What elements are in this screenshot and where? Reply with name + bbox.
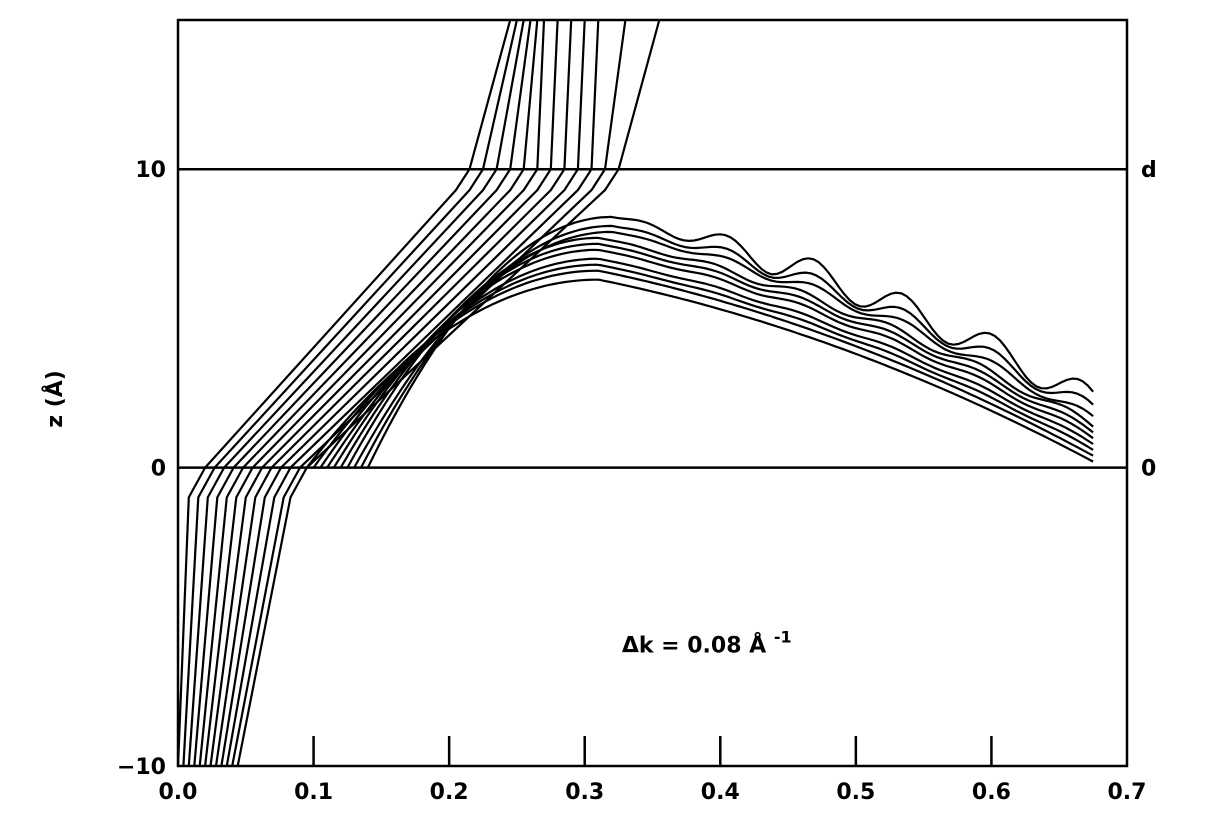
- delta-k-annotation: Δk = 0.08 Å -1: [622, 628, 792, 659]
- transmitted-curve-6: [204, 19, 546, 767]
- x-axis: 0.0 0.1 0.2 0.3 0.4 0.5 0.6 0.7: [159, 736, 1147, 805]
- plot-frame: [176, 18, 1129, 768]
- reflected-curve-3: [319, 263, 1094, 469]
- transmitted-curve-8: [214, 19, 573, 767]
- transmitted-curve-7: [209, 19, 559, 767]
- reflected-curve-1: [305, 278, 1094, 469]
- y-tick-label-0: −10: [117, 755, 166, 780]
- reference-label-d: d: [1141, 158, 1157, 183]
- transmitted-curve-9: [220, 19, 586, 767]
- x-tick-label-2: 0.2: [430, 780, 469, 805]
- x-tick-label-4: 0.4: [701, 780, 740, 805]
- reflected-curve-9: [360, 224, 1094, 469]
- reflected-curve-4: [326, 257, 1094, 469]
- reference-label-zero: 0: [1141, 457, 1156, 482]
- transmitted-curve-1: [176, 19, 512, 767]
- y-axis: −10 0 10: [117, 158, 166, 780]
- y-axis-label: z (Å): [42, 370, 68, 428]
- transmitted-curve-5: [198, 19, 539, 767]
- curves-group: [176, 19, 1094, 767]
- reflected-curve-5: [332, 248, 1094, 469]
- reflected-curve-7: [346, 236, 1094, 469]
- x-tick-label-0: 0.0: [159, 780, 198, 805]
- transmitted-curve-12: [236, 19, 661, 767]
- reflected-curve-10: [366, 215, 1094, 469]
- transmitted-curve-3: [187, 19, 525, 767]
- x-tick-label-6: 0.6: [972, 780, 1011, 805]
- delta-k-superscript: -1: [774, 628, 792, 647]
- transmitted-curve-4: [193, 19, 532, 767]
- x-tick-label-1: 0.1: [294, 780, 333, 805]
- transmitted-curve-10: [225, 19, 600, 767]
- transmitted-curve-2: [182, 19, 518, 767]
- x-tick-label-5: 0.5: [836, 780, 875, 805]
- y-tick-label-1: 0: [151, 457, 166, 482]
- y-tick-label-2: 10: [135, 158, 166, 183]
- delta-k-text: Δk = 0.08 Å: [622, 633, 766, 659]
- x-tick-label-7: 0.7: [1108, 780, 1147, 805]
- x-tick-label-3: 0.3: [565, 780, 604, 805]
